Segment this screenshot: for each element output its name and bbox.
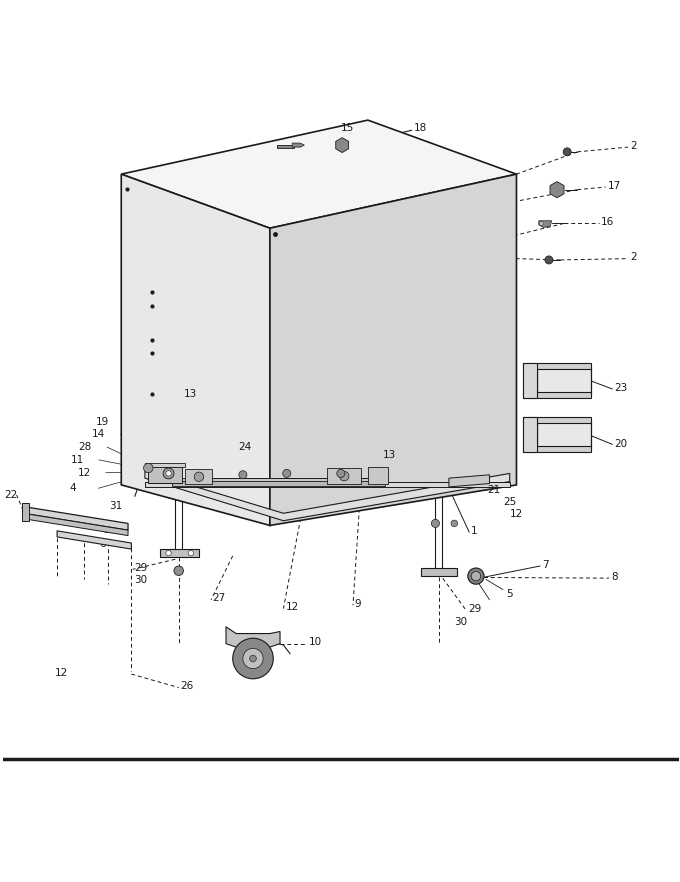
Polygon shape [226, 627, 280, 647]
Polygon shape [277, 146, 294, 148]
Text: 6: 6 [100, 539, 106, 549]
Circle shape [233, 639, 273, 679]
Polygon shape [523, 416, 591, 422]
Polygon shape [172, 481, 385, 486]
Text: 30: 30 [454, 617, 467, 627]
Polygon shape [523, 416, 537, 452]
Circle shape [339, 471, 349, 481]
Circle shape [431, 519, 439, 527]
Circle shape [471, 572, 481, 581]
Text: 18: 18 [414, 123, 427, 133]
Circle shape [243, 648, 263, 669]
Text: 1: 1 [471, 526, 477, 536]
Text: 8: 8 [611, 572, 617, 582]
Circle shape [174, 566, 184, 575]
Text: 21: 21 [488, 485, 500, 496]
Polygon shape [523, 392, 591, 399]
Circle shape [250, 655, 256, 662]
Text: 22: 22 [5, 490, 18, 500]
Polygon shape [145, 471, 510, 520]
Polygon shape [539, 220, 551, 228]
Polygon shape [121, 174, 270, 526]
Polygon shape [23, 513, 128, 535]
Polygon shape [270, 174, 517, 526]
Text: 14: 14 [92, 430, 105, 439]
Polygon shape [523, 363, 537, 399]
Circle shape [468, 568, 484, 584]
Text: 20: 20 [615, 438, 628, 449]
Text: 16: 16 [601, 217, 614, 228]
Text: 17: 17 [608, 181, 621, 191]
Polygon shape [57, 531, 131, 549]
Text: 29: 29 [134, 563, 148, 573]
Polygon shape [23, 506, 128, 530]
Polygon shape [186, 469, 212, 484]
Polygon shape [537, 422, 591, 448]
Polygon shape [449, 475, 490, 487]
Circle shape [239, 471, 247, 479]
Circle shape [166, 471, 171, 476]
Text: 5: 5 [507, 588, 513, 599]
Text: 12: 12 [286, 602, 299, 612]
Text: 13: 13 [184, 389, 197, 399]
Text: 4: 4 [70, 483, 77, 493]
Circle shape [563, 148, 571, 156]
Polygon shape [155, 478, 385, 482]
Circle shape [194, 472, 204, 482]
Text: 26: 26 [181, 681, 194, 691]
Text: 11: 11 [71, 455, 84, 465]
Polygon shape [145, 463, 186, 467]
Text: 12: 12 [510, 509, 523, 519]
Text: 12: 12 [78, 467, 90, 478]
Polygon shape [336, 138, 349, 153]
Text: 28: 28 [79, 442, 92, 452]
Text: 30: 30 [134, 575, 148, 585]
Circle shape [539, 221, 543, 226]
Text: 15: 15 [341, 123, 354, 133]
Polygon shape [550, 182, 564, 198]
Polygon shape [160, 549, 199, 557]
Text: 27: 27 [212, 594, 226, 603]
Circle shape [283, 469, 291, 477]
Text: 23: 23 [615, 384, 628, 393]
Text: 2: 2 [630, 252, 636, 262]
Polygon shape [420, 568, 457, 576]
Text: 24: 24 [238, 442, 252, 452]
Polygon shape [537, 368, 591, 393]
Circle shape [545, 256, 553, 264]
Text: 10: 10 [309, 638, 322, 647]
Circle shape [166, 550, 171, 556]
Polygon shape [327, 468, 361, 484]
Polygon shape [523, 363, 591, 369]
Text: 29: 29 [468, 603, 481, 614]
Polygon shape [145, 482, 510, 487]
Text: 12: 12 [54, 668, 67, 677]
Text: 25: 25 [503, 497, 516, 507]
Text: 31: 31 [109, 501, 122, 511]
Circle shape [337, 469, 345, 477]
Text: 3: 3 [103, 525, 109, 535]
Polygon shape [22, 503, 29, 520]
Polygon shape [292, 143, 305, 147]
Polygon shape [121, 120, 517, 228]
Circle shape [188, 550, 194, 556]
Text: 2: 2 [630, 141, 636, 151]
Polygon shape [523, 446, 591, 452]
Polygon shape [368, 467, 388, 484]
Text: 13: 13 [383, 450, 396, 460]
Text: 7: 7 [542, 559, 549, 570]
Text: 19: 19 [97, 417, 109, 427]
Text: 9: 9 [354, 599, 361, 609]
Circle shape [143, 463, 153, 473]
Polygon shape [148, 467, 182, 482]
Circle shape [451, 520, 458, 527]
Circle shape [163, 468, 174, 479]
